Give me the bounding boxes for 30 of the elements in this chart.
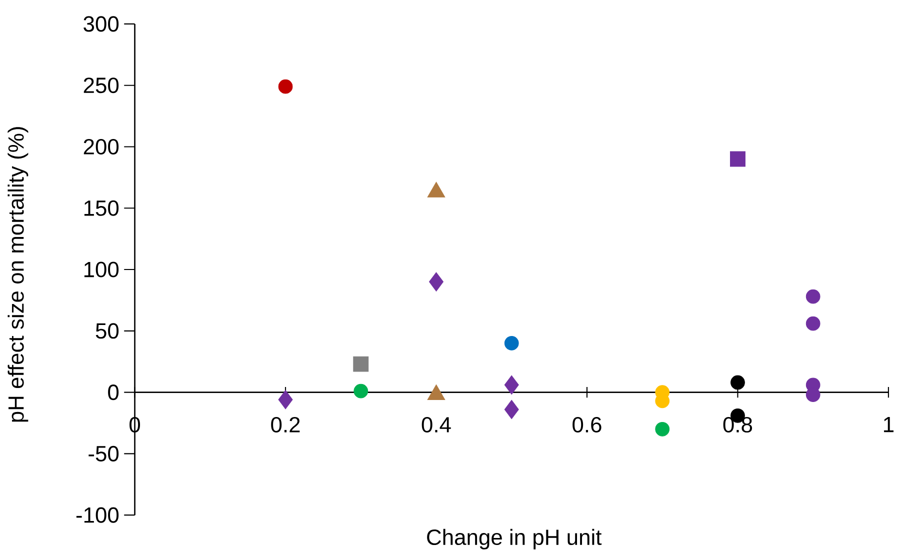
x-tick-label: 0.6 — [572, 416, 602, 433]
y-tick-label: 200 — [84, 138, 119, 155]
point — [730, 375, 745, 390]
point — [504, 375, 519, 395]
x-axis-title: Change in pH unit — [427, 528, 602, 550]
point — [504, 336, 519, 350]
point — [278, 79, 293, 94]
point — [354, 384, 368, 398]
y-tick-label: 150 — [84, 200, 119, 216]
point — [806, 289, 820, 304]
y-tick-label: 250 — [84, 78, 119, 94]
y-tick-label: 50 — [96, 323, 119, 339]
point — [806, 388, 820, 402]
point — [655, 422, 670, 436]
point — [353, 356, 369, 372]
point — [730, 151, 746, 167]
point — [504, 400, 519, 420]
y-tick-label: 0 — [108, 384, 119, 400]
y-axis-title: pH effect size on mortaility (%) — [8, 127, 28, 422]
point — [806, 316, 820, 331]
point — [278, 390, 293, 410]
x-tick-label: 0.4 — [422, 416, 451, 433]
y-tick-label: -100 — [76, 507, 119, 523]
x-tick-label: 1 — [884, 416, 894, 432]
x-tick-label: 0.8 — [723, 416, 752, 433]
y-tick-label: -50 — [88, 446, 119, 462]
y-tick-label: 300 — [84, 16, 119, 32]
point — [428, 272, 444, 292]
x-tick-label: 0.2 — [271, 416, 300, 433]
y-tick-label: 100 — [84, 262, 119, 278]
